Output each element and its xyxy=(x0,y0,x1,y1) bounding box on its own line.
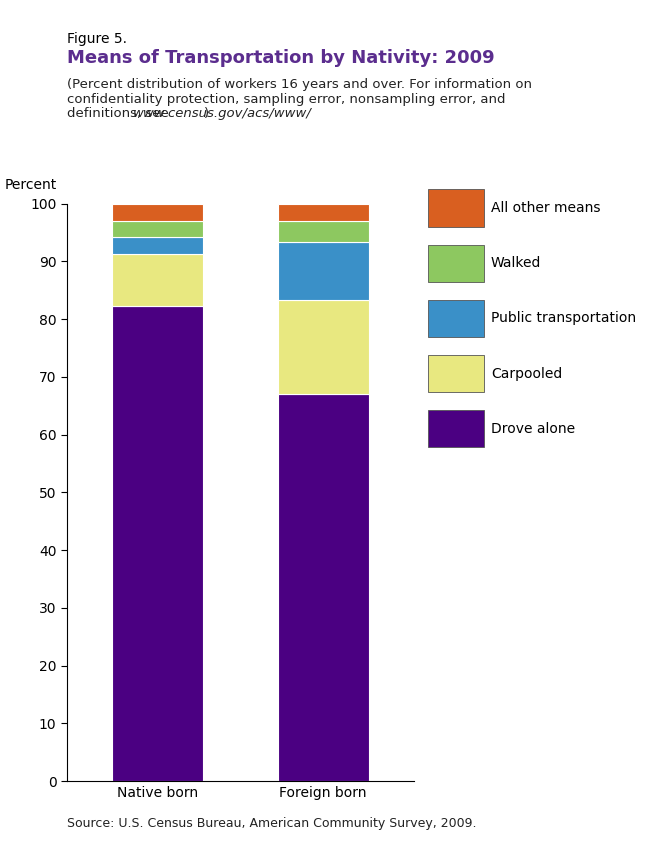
Bar xyxy=(112,254,203,306)
Text: Walked: Walked xyxy=(491,256,541,270)
Text: definitions, see: definitions, see xyxy=(67,107,173,120)
Text: www.census.gov/acs/www/: www.census.gov/acs/www/ xyxy=(133,107,312,120)
Bar xyxy=(278,204,369,221)
Text: Percent: Percent xyxy=(4,178,57,192)
Text: ): ) xyxy=(204,107,210,120)
Text: Means of Transportation by Nativity: 2009: Means of Transportation by Nativity: 200… xyxy=(67,49,494,67)
Text: confidentiality protection, sampling error, nonsampling error, and: confidentiality protection, sampling err… xyxy=(67,93,505,105)
Text: Figure 5.: Figure 5. xyxy=(67,32,127,46)
Bar xyxy=(112,221,203,237)
Bar xyxy=(112,204,203,221)
Bar xyxy=(112,237,203,254)
Bar xyxy=(278,301,369,394)
Bar xyxy=(278,221,369,243)
Bar xyxy=(278,394,369,781)
Text: Public transportation: Public transportation xyxy=(491,312,636,325)
Text: Drove alone: Drove alone xyxy=(491,422,575,436)
Text: All other means: All other means xyxy=(491,201,601,215)
Text: (Percent distribution of workers 16 years and over. For information on: (Percent distribution of workers 16 year… xyxy=(67,78,532,91)
Bar xyxy=(278,243,369,301)
Bar xyxy=(112,306,203,781)
Text: Carpooled: Carpooled xyxy=(491,367,562,380)
Text: Source: U.S. Census Bureau, American Community Survey, 2009.: Source: U.S. Census Bureau, American Com… xyxy=(67,818,476,830)
